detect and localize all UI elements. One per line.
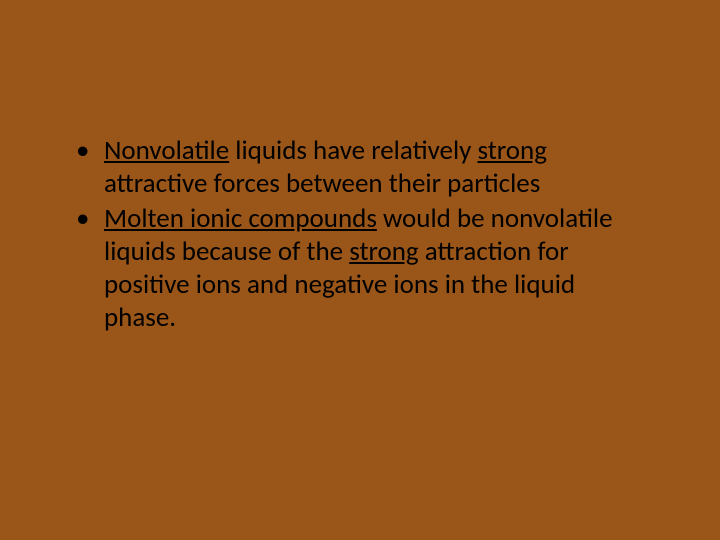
list-item: Nonvolatile liquids have relatively stro… <box>70 135 650 201</box>
slide: Nonvolatile liquids have relatively stro… <box>0 0 720 540</box>
text-run: Molten ionic compounds <box>104 202 377 235</box>
text-run: liquids have relatively <box>229 134 477 167</box>
text-run: attractive forces between their particle… <box>104 167 540 200</box>
text-run: Nonvolatile <box>104 134 229 167</box>
text-run: strong <box>478 134 547 167</box>
bullet-list: Nonvolatile liquids have relatively stro… <box>70 135 650 335</box>
text-run: strong <box>349 235 418 268</box>
list-item: Molten ionic compounds would be nonvolat… <box>70 203 650 335</box>
